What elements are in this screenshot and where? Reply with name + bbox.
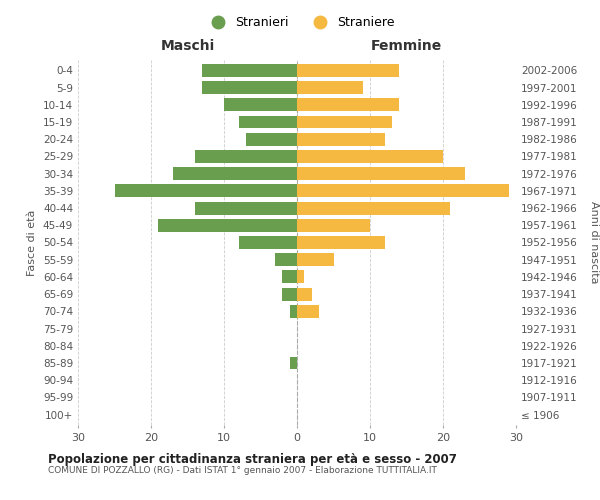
- Bar: [297, 116, 392, 128]
- Bar: [290, 305, 297, 318]
- Bar: [158, 219, 297, 232]
- Bar: [195, 150, 297, 163]
- Bar: [239, 116, 297, 128]
- Bar: [283, 288, 297, 300]
- Bar: [297, 219, 370, 232]
- Bar: [297, 132, 385, 145]
- Y-axis label: Anni di nascita: Anni di nascita: [589, 201, 599, 284]
- Y-axis label: Fasce di età: Fasce di età: [28, 210, 37, 276]
- Legend: Stranieri, Straniere: Stranieri, Straniere: [200, 11, 400, 34]
- Bar: [275, 254, 297, 266]
- Bar: [283, 270, 297, 283]
- Bar: [224, 98, 297, 111]
- Bar: [246, 132, 297, 145]
- Bar: [297, 64, 399, 77]
- Bar: [297, 254, 334, 266]
- Bar: [297, 270, 304, 283]
- Bar: [202, 81, 297, 94]
- Text: Femmine: Femmine: [371, 38, 442, 52]
- Bar: [195, 202, 297, 214]
- Bar: [297, 98, 399, 111]
- Bar: [115, 184, 297, 198]
- Text: COMUNE DI POZZALLO (RG) - Dati ISTAT 1° gennaio 2007 - Elaborazione TUTTITALIA.I: COMUNE DI POZZALLO (RG) - Dati ISTAT 1° …: [48, 466, 437, 475]
- Bar: [297, 236, 385, 249]
- Bar: [297, 305, 319, 318]
- Bar: [297, 81, 362, 94]
- Text: Popolazione per cittadinanza straniera per età e sesso - 2007: Popolazione per cittadinanza straniera p…: [48, 452, 457, 466]
- Bar: [297, 150, 443, 163]
- Bar: [297, 288, 311, 300]
- Bar: [297, 167, 465, 180]
- Bar: [202, 64, 297, 77]
- Bar: [290, 356, 297, 370]
- Bar: [173, 167, 297, 180]
- Bar: [297, 184, 509, 198]
- Bar: [297, 202, 450, 214]
- Bar: [239, 236, 297, 249]
- Text: Maschi: Maschi: [160, 38, 215, 52]
